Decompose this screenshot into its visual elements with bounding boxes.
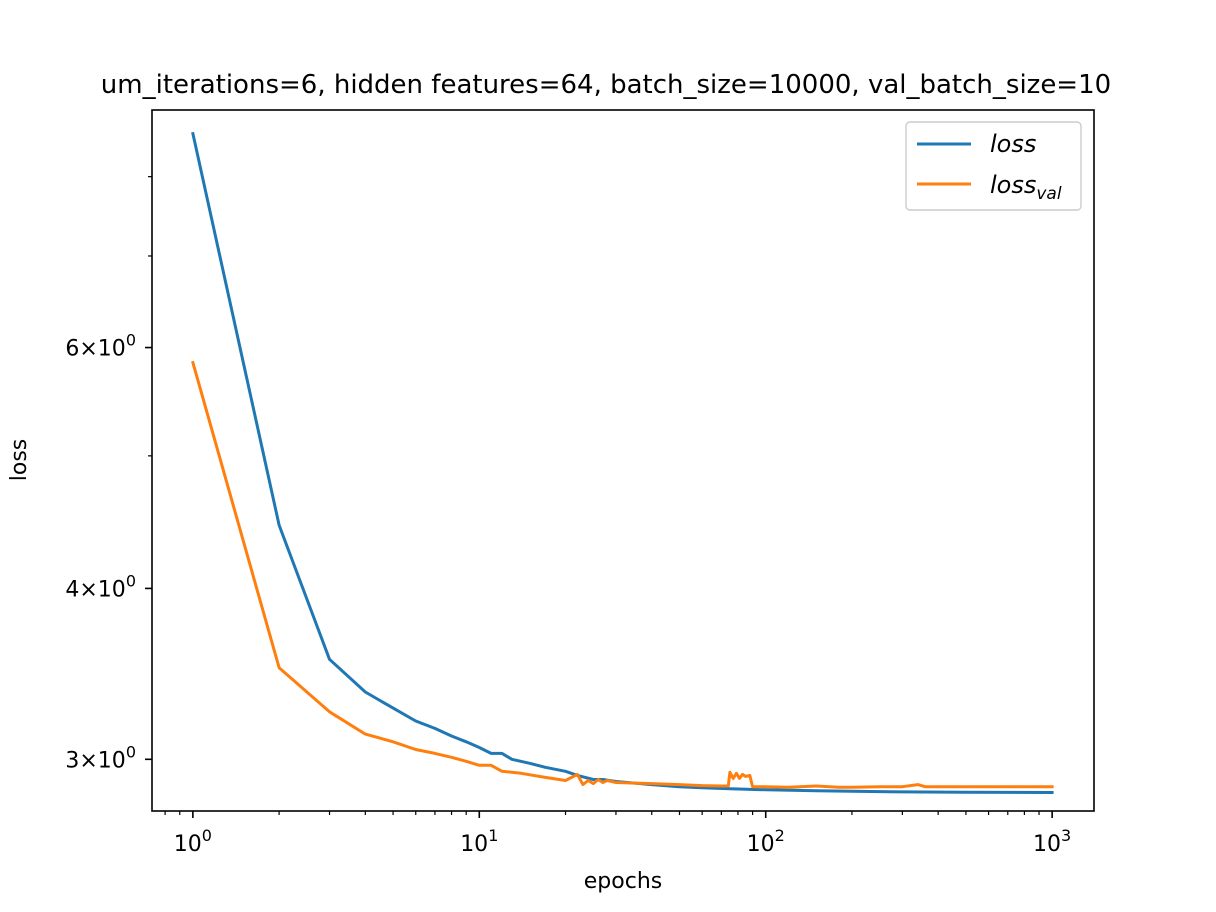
y-axis-ticks: 3×100 4×100 6×100 — [65, 176, 152, 773]
plot-frame — [151, 109, 1095, 812]
legend-loss-val-sub: val — [1036, 184, 1061, 204]
legend-loss-val-label: lossval — [990, 171, 1062, 204]
x-tick-label: 103 — [1033, 826, 1071, 857]
legend-loss-val-main: loss — [990, 171, 1036, 199]
series-line-loss — [191, 131, 1054, 795]
y-axis-label: loss — [7, 439, 32, 482]
plot-area — [152, 110, 1094, 811]
x-tick-label: 100 — [174, 826, 212, 857]
x-axis-ticks: 100 101 102 103 — [164, 811, 1071, 857]
y-tick-label: 4×100 — [65, 571, 136, 602]
legend: loss lossval — [905, 121, 1082, 211]
x-tick-label: 102 — [747, 826, 785, 857]
legend-loss-label: loss — [990, 130, 1036, 158]
chart-title: um_iterations=6, hidden features=64, bat… — [101, 70, 1111, 100]
y-tick-label: 3×100 — [65, 742, 136, 773]
series-line-loss-val — [191, 360, 1054, 789]
x-tick-label: 101 — [460, 826, 498, 857]
y-tick-label: 6×100 — [65, 331, 136, 362]
x-axis-label: epochs — [584, 869, 662, 894]
series-layer — [191, 131, 1054, 795]
